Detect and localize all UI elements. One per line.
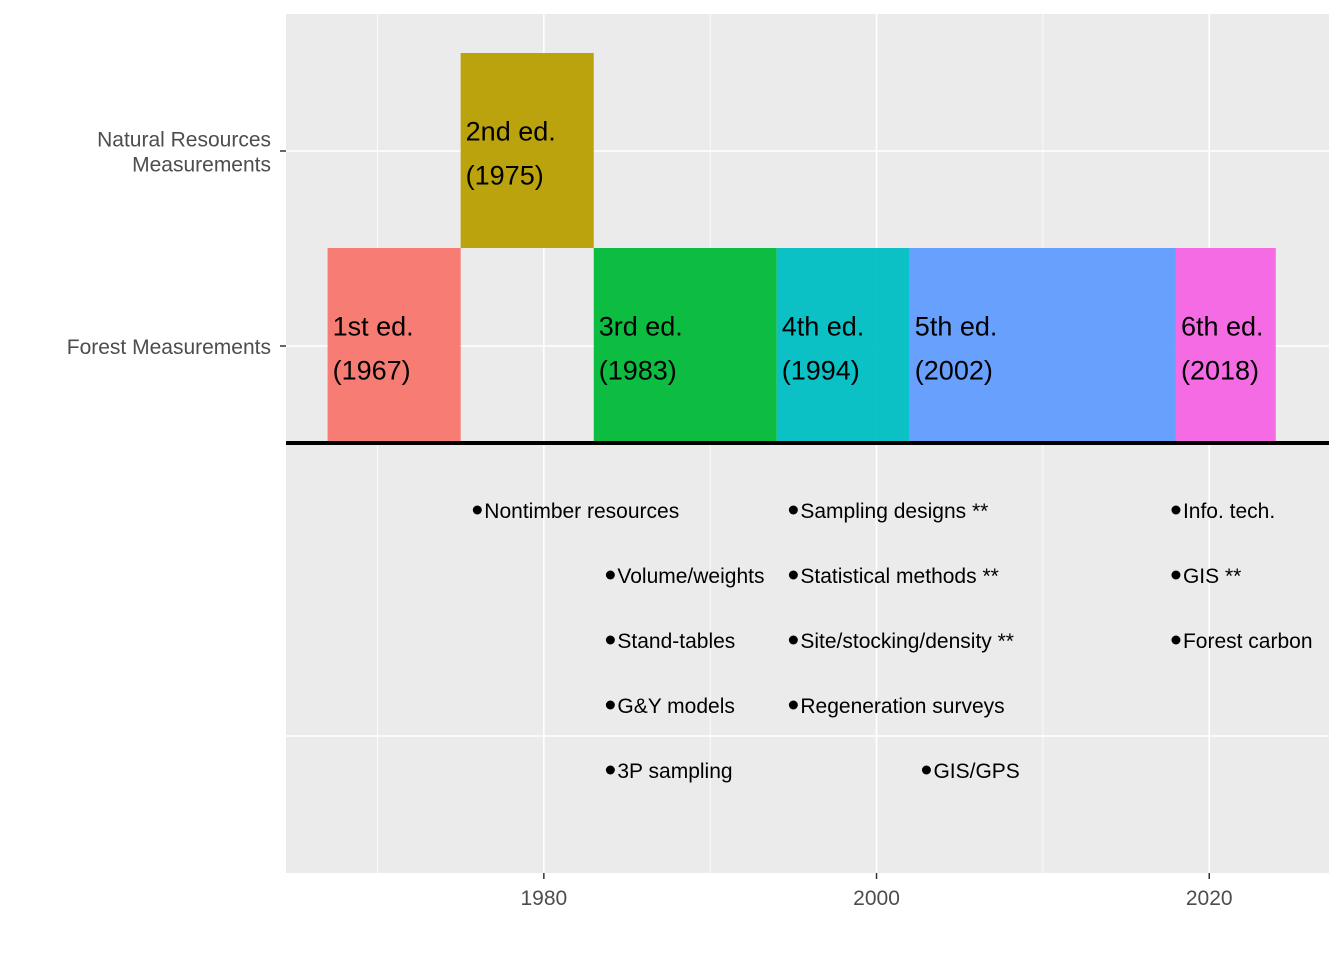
edition-label: 5th ed. [915, 312, 998, 342]
y-tick-label: Measurements [132, 154, 271, 177]
edition-label: (1967) [333, 356, 411, 386]
edition-label: 1st ed. [333, 312, 414, 342]
topic-point [1171, 505, 1181, 515]
y-tick-label: Forest Measurements [67, 336, 271, 359]
x-tick-label: 2000 [853, 887, 900, 910]
topic-label: Stand-tables [617, 630, 735, 653]
edition-bar [776, 248, 910, 443]
topic-point [605, 700, 615, 710]
topic-point [605, 570, 615, 580]
topic-label: GIS ** [1183, 565, 1241, 588]
topic-point [921, 765, 931, 775]
topic-label: Info. tech. [1183, 500, 1275, 523]
topic-point [472, 505, 482, 515]
topic-label: Volume/weights [617, 565, 764, 588]
topic-label: Statistical methods ** [800, 565, 998, 588]
topic-label: GIS/GPS [933, 760, 1019, 783]
topic-point [605, 765, 615, 775]
x-tick-label: 2020 [1186, 887, 1233, 910]
edition-label: 2nd ed. [466, 117, 556, 147]
edition-label: (1983) [599, 356, 677, 386]
x-axis-ticks: 1980 2000 2020 [520, 873, 1233, 910]
edition-bar [593, 248, 777, 443]
edition-label: (1994) [782, 356, 860, 386]
edition-label: 4th ed. [782, 312, 865, 342]
edition-bar [327, 248, 461, 443]
edition-label: 3rd ed. [599, 312, 683, 342]
topic-label: Regeneration surveys [800, 695, 1004, 718]
edition-label: (2002) [915, 356, 993, 386]
topic-point [1171, 570, 1181, 580]
topic-label: Nontimber resources [484, 500, 679, 523]
y-tick-label: Natural Resources [97, 129, 271, 152]
topic-label: Forest carbon [1183, 630, 1313, 653]
edition-bar [1175, 248, 1276, 443]
edition-bar [460, 53, 594, 248]
edition-label: 6th ed. [1181, 312, 1264, 342]
y-axis-ticks: Forest Measurements Natural ResourcesMeas… [67, 129, 286, 359]
edition-bar [909, 248, 1176, 443]
edition-label: (2018) [1181, 356, 1259, 386]
topic-point [788, 505, 798, 515]
topic-label: G&Y models [617, 695, 735, 718]
topic-points: Nontimber resources Volume/weights Stand-t… [472, 500, 1313, 783]
topic-point [788, 700, 798, 710]
topic-label: 3P sampling [617, 760, 732, 783]
topic-label: Sampling designs ** [800, 500, 988, 523]
topic-point [788, 635, 798, 645]
topic-point [605, 635, 615, 645]
edition-label: (1975) [466, 161, 544, 191]
topic-point [1171, 635, 1181, 645]
x-tick-label: 1980 [520, 887, 567, 910]
topic-point [788, 570, 798, 580]
edition-bars: 1st ed. (1967) 2nd ed. (1975) 3rd ed. (1983) 4… [327, 53, 1276, 443]
topic-label: Site/stocking/density ** [800, 630, 1014, 653]
